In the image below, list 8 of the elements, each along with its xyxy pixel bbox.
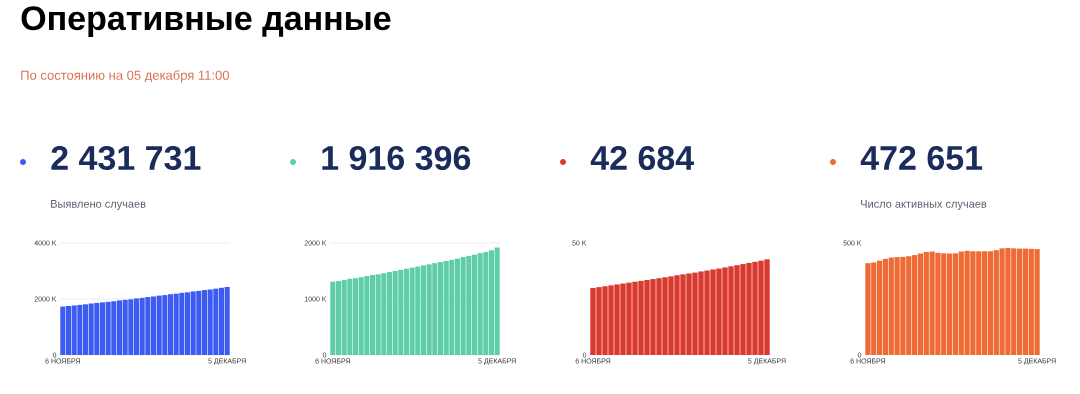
chart-title: 2 431 731 [51,145,201,171]
text: Оперативные данные [21,6,391,37]
chart-title: 1 916 396 [322,145,471,171]
chart-subtitle: Число активных случаев [861,200,987,210]
chart-title: 42 684 [590,145,694,171]
chart-title: 472 651 [860,145,983,171]
text: По состоянию на 05 декабря 11:00 [21,70,229,83]
chart-subtitle: Выявлено случаев [51,200,146,210]
